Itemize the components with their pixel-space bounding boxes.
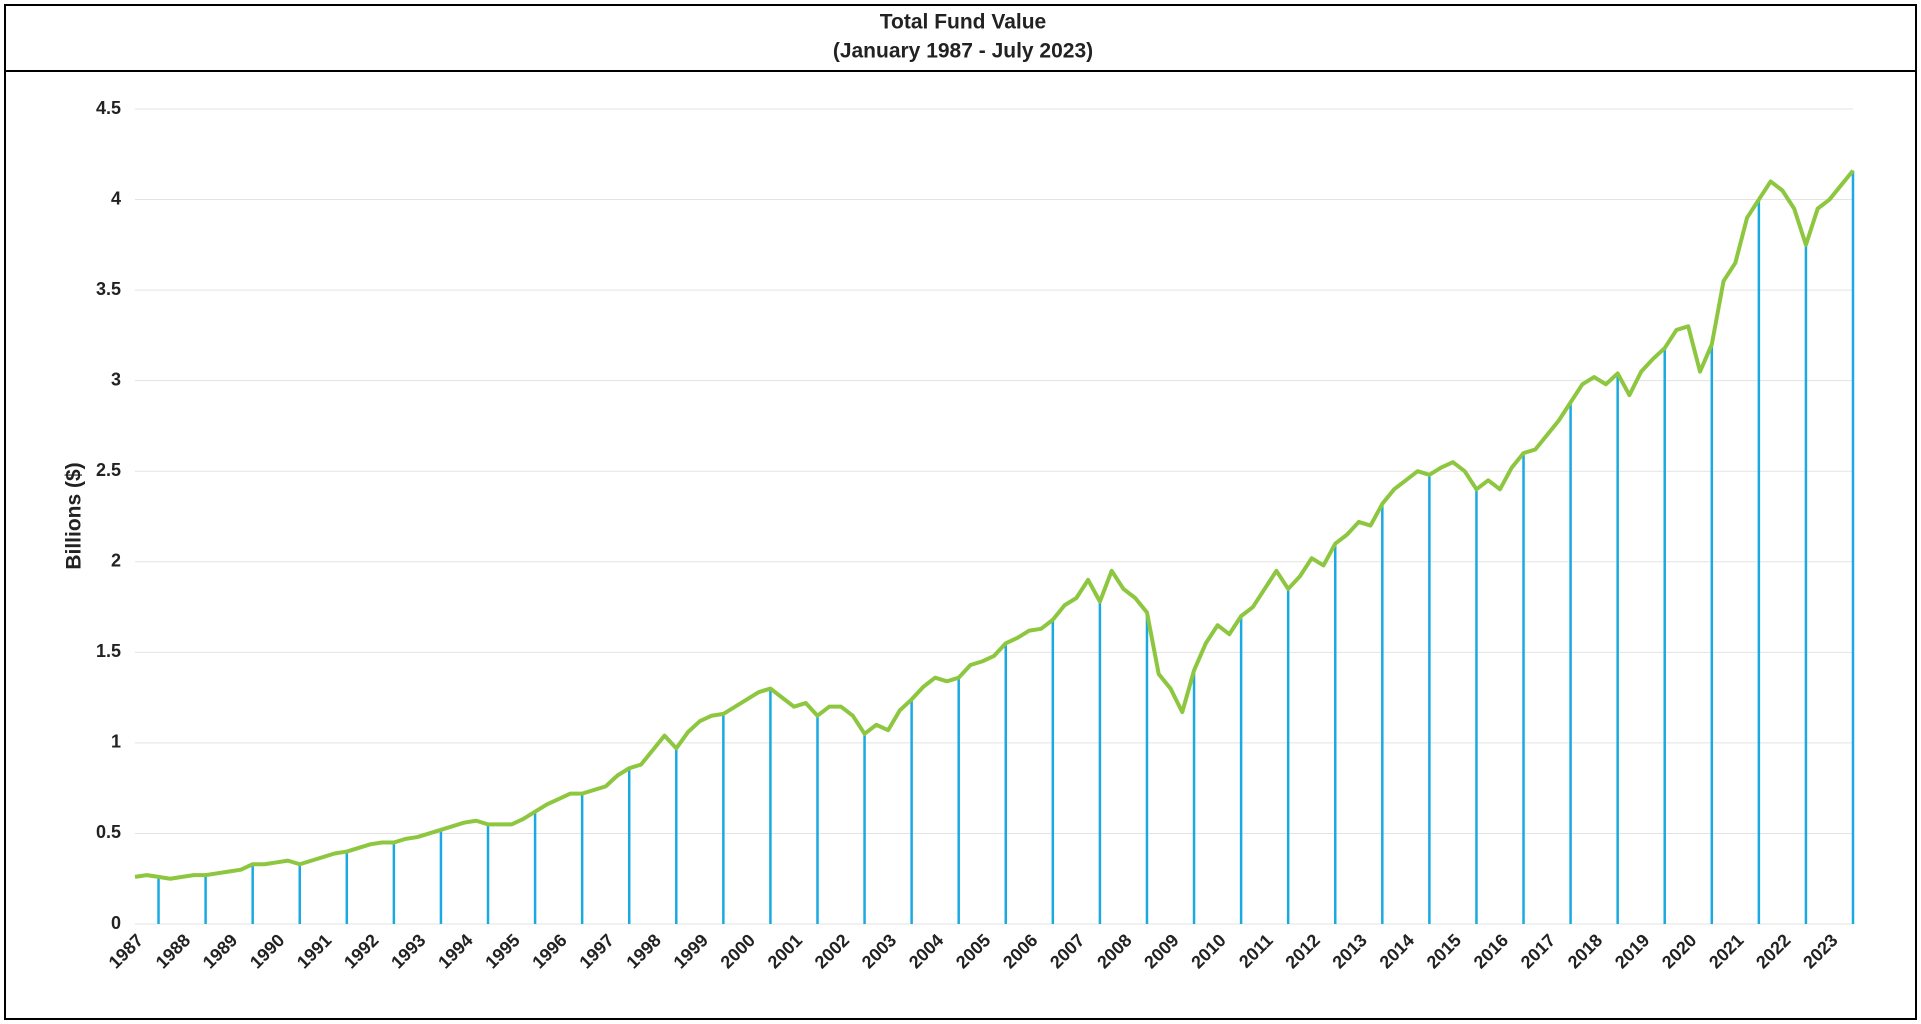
x-tick-label: 1998: [622, 930, 664, 972]
x-tick-label: 2014: [1376, 930, 1418, 972]
x-tick-label: 1991: [293, 930, 335, 972]
x-tick-label: 2009: [1140, 930, 1182, 972]
x-tick-label: 1995: [481, 930, 523, 972]
y-tick-label: 3.5: [96, 279, 121, 299]
x-tick-label: 1989: [199, 930, 241, 972]
x-tick-label: 1988: [152, 930, 194, 972]
y-tick-label: 4.5: [96, 98, 121, 118]
y-tick-label: 0: [111, 913, 121, 933]
x-tick-label: 1987: [105, 930, 147, 972]
x-tick-label: 2015: [1423, 930, 1465, 972]
x-tick-label: 2000: [717, 930, 759, 972]
x-tick-label: 2010: [1187, 930, 1229, 972]
x-tick-label: 2021: [1705, 930, 1747, 972]
x-tick-label: 2019: [1611, 930, 1653, 972]
x-tick-label: 2017: [1517, 930, 1559, 972]
x-tick-label: 2012: [1281, 930, 1323, 972]
x-tick-label: 1993: [387, 930, 429, 972]
x-tick-label: 2020: [1658, 930, 1700, 972]
x-tick-label: 2018: [1564, 930, 1606, 972]
x-tick-label: 2005: [952, 930, 994, 972]
x-tick-label: 1999: [670, 930, 712, 972]
y-tick-label: 4: [111, 188, 121, 208]
y-tick-label: 1.5: [96, 641, 121, 661]
x-tick-label: 2003: [858, 930, 900, 972]
fund-value-line: [134, 169, 1855, 881]
x-tick-label: 2011: [1235, 930, 1277, 972]
x-tick-label: 2023: [1799, 930, 1841, 972]
x-tick-label: 1992: [340, 930, 382, 972]
x-tick-label: 2004: [905, 930, 947, 972]
x-tick-label: 2001: [764, 930, 806, 972]
chart-title: Total Fund Value: [880, 11, 1046, 34]
frame: [4, 4, 1917, 1020]
y-tick-label: 2.5: [96, 460, 121, 480]
x-tick-label: 2013: [1329, 930, 1371, 972]
y-tick-label: 0.5: [96, 822, 121, 842]
x-tick-label: 2002: [811, 930, 853, 972]
chart-subtitle: (January 1987 - July 2023): [833, 40, 1093, 63]
y-axis-label: Billions ($): [63, 462, 86, 569]
x-tick-label: 2016: [1470, 930, 1512, 972]
x-tick-label: 1996: [528, 930, 570, 972]
x-tick-label: 2007: [1046, 930, 1088, 972]
y-tick-label: 1: [111, 732, 121, 752]
x-tick-label: 2022: [1752, 930, 1794, 972]
x-tick-label: 1990: [246, 930, 288, 972]
y-tick-label: 2: [111, 551, 121, 571]
x-tick-label: 1994: [434, 930, 476, 972]
x-tick-label: 2008: [1093, 930, 1135, 972]
x-tick-label: 1997: [575, 930, 617, 972]
y-tick-label: 3: [111, 369, 121, 389]
x-tick-label: 2006: [999, 930, 1041, 972]
